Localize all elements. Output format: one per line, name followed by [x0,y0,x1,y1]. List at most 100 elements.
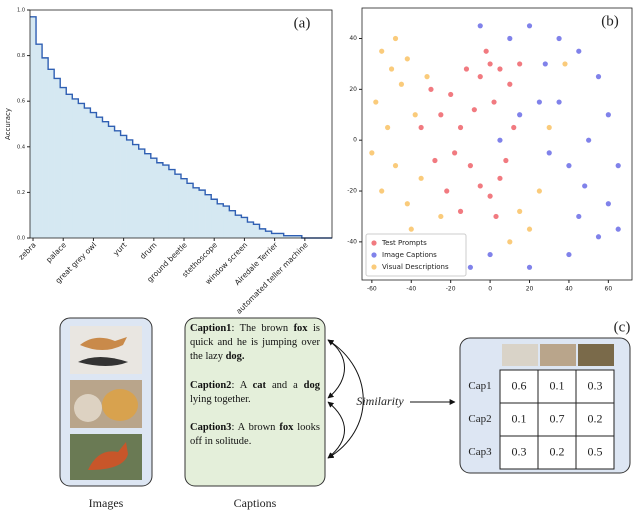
point [379,188,384,193]
area-step [151,158,157,238]
point [369,150,374,155]
point [566,252,571,257]
point [497,66,502,71]
point [452,150,457,155]
area-step [187,183,193,238]
point [478,74,483,79]
point [511,125,516,130]
point [389,66,394,71]
point [517,209,522,214]
point [393,163,398,168]
caption-text: Caption3 [190,422,231,433]
cell-value: 0.2 [550,444,565,458]
y-tick-label: 0.6 [17,99,25,105]
point [527,227,532,232]
x-tick-label: -20 [446,286,456,293]
x-tick-label: -40 [406,286,416,293]
x-tick-label: palace [44,240,68,264]
y-tick-label: -40 [347,238,357,245]
area-step [102,122,108,238]
area-step [127,140,133,238]
area-step [36,44,42,238]
arrow [328,402,345,458]
area-step [96,117,102,238]
point [606,201,611,206]
point [566,163,571,168]
point [616,227,621,232]
caption-text: : A brown [231,422,279,433]
legend-marker [371,240,376,245]
point [413,112,418,117]
row-label: Cap2 [468,413,491,425]
area-step [193,188,199,238]
captions: Caption1: The brown fox is quick and he … [190,322,320,463]
area-step [175,174,181,238]
point [503,158,508,163]
cell-value: 0.7 [550,411,565,425]
caption-text: Caption2 [190,380,231,391]
point [537,99,542,104]
area-step [90,113,96,238]
y-tick-label: 0.4 [17,144,25,150]
area-step [145,154,151,238]
point [556,36,561,41]
point [517,112,522,117]
point [472,107,477,112]
area-step [169,170,175,238]
y-tick-label: -20 [347,188,357,195]
caption: Caption3: A brown fox looks off in solit… [190,421,320,449]
x-tick-label: drum [138,240,158,260]
point [405,201,410,206]
point [547,150,552,155]
legend-label: Image Captions [382,251,437,259]
cat-shape [74,394,102,422]
x-tick-label: -60 [367,286,377,293]
point [444,188,449,193]
point [596,74,601,79]
legend-label: Visual Descriptions [382,263,449,271]
row-label: Cap1 [468,380,491,392]
y-tick-label: 1.0 [17,8,25,14]
area-step [30,17,36,238]
images-label: Images [89,496,124,510]
point [491,99,496,104]
point [616,163,621,168]
caption-text: : A [231,380,252,391]
point [393,36,398,41]
caption-text: and a [266,380,304,391]
panel-label: (a) [294,15,311,31]
caption-text: fox [294,323,308,334]
point [419,125,424,130]
caption-text: lying together. [190,394,251,405]
panel-label: (b) [601,13,619,29]
point [507,36,512,41]
point [582,183,587,188]
point [488,194,493,199]
point [576,49,581,54]
caption-text: fox [279,422,293,433]
cell-value: 0.6 [512,378,527,392]
area-step [217,204,223,238]
point [596,234,601,239]
row-label: Cap3 [468,446,492,458]
y-tick-label: 0.2 [17,190,25,196]
point [484,49,489,54]
point [527,265,532,270]
point [562,61,567,66]
cell-value: 0.3 [512,444,527,458]
panel-label: (c) [614,319,631,335]
point [576,214,581,219]
y-tick-label: 0.8 [17,53,25,59]
x-tick-label: yurt [111,240,128,257]
area-step [54,78,60,238]
legend-label: Test Prompts [381,239,427,247]
y-tick-label: 0 [353,137,357,144]
point [507,82,512,87]
x-tick-label: 40 [565,286,573,293]
area-step [72,99,78,238]
cell-value: 0.5 [588,444,603,458]
area-step [42,58,48,238]
cell-value: 0.3 [588,378,603,392]
area-step [84,108,90,238]
area-step [181,179,187,238]
